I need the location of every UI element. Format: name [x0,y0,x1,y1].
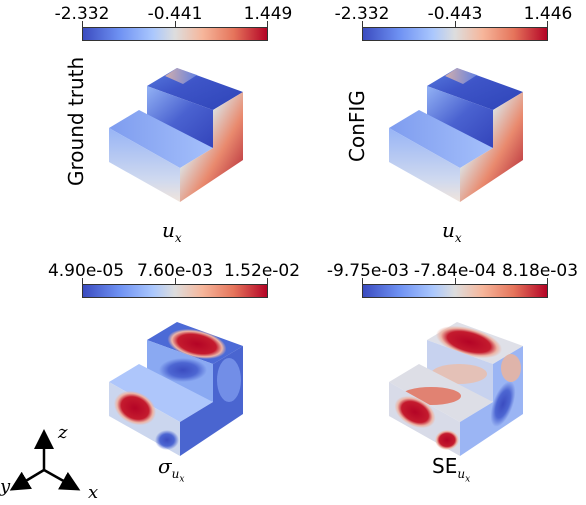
axis-x-label: x [88,482,99,503]
colorbar-mid-label: -0.441 [147,4,203,24]
axis-y-label: y [0,476,11,497]
axes-arrows [9,429,81,491]
colorbar-min-label: -2.332 [334,4,390,24]
variable-label-config: ux [442,218,462,245]
colorbar-min-label: -2.332 [54,4,110,24]
coordinate-axes: z y x [0,420,110,505]
colorbar-gradient [82,27,268,41]
variable-label-ground-truth: ux [162,218,182,245]
colorbar-gradient [362,27,548,41]
colorbar-mid-label: 7.60e-03 [136,261,214,281]
colorbar-max-label: 1.446 [523,4,573,24]
row-label-ground-truth: Ground truth [64,56,88,186]
cube-config [389,68,523,202]
variable-label-sigma: σux [158,454,185,485]
colorbar-min-label: -9.75e-03 [326,261,410,281]
axis-z-label: z [58,422,68,443]
colorbar-max-label: 1.52e-02 [223,261,301,281]
colorbar-se: -9.75e-03 -7.84e-04 8.18e-03 [327,261,578,302]
colorbar-config: -2.332 -0.443 1.446 [335,4,572,45]
colorbar-min-label: 4.90e-05 [47,261,125,281]
colorbar-max-label: 1.449 [243,4,293,24]
colorbar-mid-label: -7.84e-04 [413,261,497,281]
colorbar-max-label: 8.18e-03 [501,261,579,281]
row-label-config: ConFIG [345,90,369,162]
variable-label-se: SEux [432,454,471,485]
cube-ground-truth [109,68,243,202]
colorbar-gradient [362,284,548,298]
cube-se [389,322,523,456]
colorbar-gradient [82,284,268,298]
colorbar-sigma: 4.90e-05 7.60e-03 1.52e-02 [48,261,300,302]
colorbar-ground-truth: -2.332 -0.441 1.449 [55,4,292,45]
colorbar-mid-label: -0.443 [427,4,483,24]
cube-sigma [109,322,243,456]
